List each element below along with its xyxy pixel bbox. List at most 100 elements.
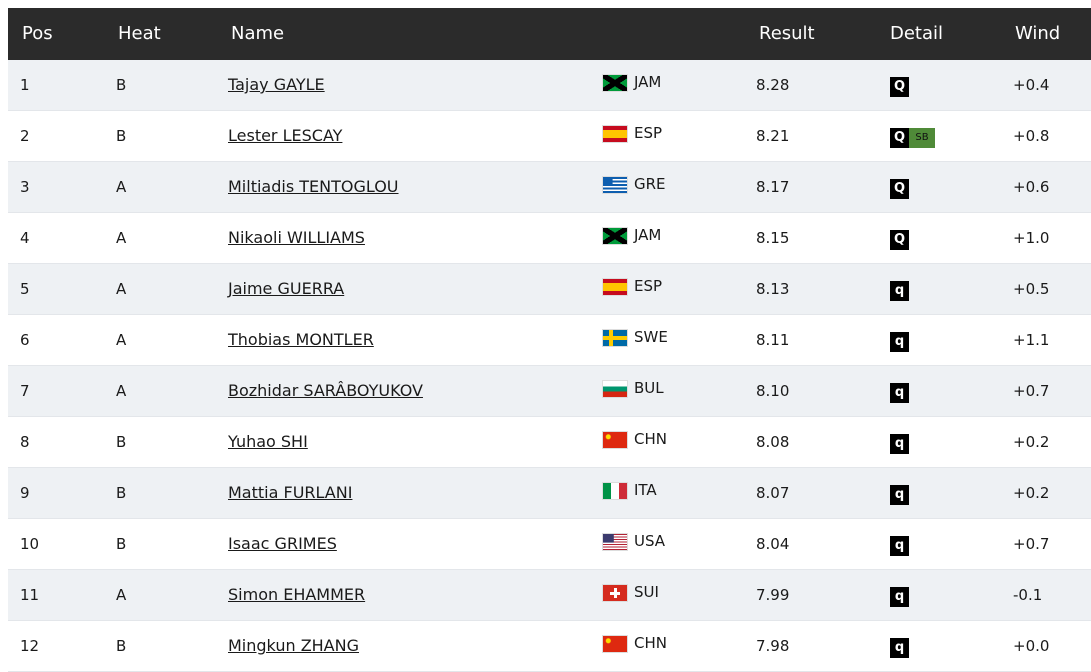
country: CHN bbox=[634, 430, 667, 448]
qualification-badge: Q bbox=[890, 77, 909, 97]
wind: -0.1 bbox=[1013, 586, 1043, 604]
country-flag bbox=[603, 585, 627, 601]
table-row: 10 B Isaac GRIMES USA 8.04 q +0.7 bbox=[8, 519, 1091, 570]
pos: 5 bbox=[20, 280, 30, 298]
heat: A bbox=[116, 586, 127, 604]
athlete-name[interactable]: Thobias MONTLER bbox=[228, 330, 374, 349]
result: 8.10 bbox=[756, 382, 790, 400]
country: GRE bbox=[634, 175, 666, 193]
country-flag bbox=[603, 279, 627, 295]
heat: B bbox=[116, 433, 127, 451]
wind: +0.0 bbox=[1013, 637, 1050, 655]
athlete-name[interactable]: Simon EHAMMER bbox=[228, 585, 366, 604]
country-flag bbox=[603, 75, 627, 91]
table-row: 12 B Mingkun ZHANG CHN 7.98 q +0.0 bbox=[8, 621, 1091, 672]
header-cell: Name bbox=[231, 23, 285, 44]
header-cell: Wind bbox=[1015, 23, 1061, 44]
qualification-badge: SB bbox=[909, 128, 935, 148]
pos: 10 bbox=[20, 535, 40, 553]
result: 8.28 bbox=[756, 76, 790, 94]
athlete-name[interactable]: Mingkun ZHANG bbox=[228, 636, 359, 655]
country-flag bbox=[603, 483, 627, 499]
table-header: Pos Heat Name Result Detail Wind bbox=[8, 8, 1091, 60]
pos: 9 bbox=[20, 484, 30, 502]
table-row: 8 B Yuhao SHI CHN 8.08 q +0.2 bbox=[8, 417, 1091, 468]
result: 8.11 bbox=[756, 331, 790, 349]
pos: 1 bbox=[20, 76, 30, 94]
wind: +0.4 bbox=[1013, 76, 1050, 94]
country-flag bbox=[603, 126, 627, 142]
qualification-badge: q bbox=[890, 638, 909, 658]
heat: B bbox=[116, 535, 127, 553]
pos: 6 bbox=[20, 331, 30, 349]
qualification-badge: q bbox=[890, 281, 909, 301]
athlete-name[interactable]: Nikaoli WILLIAMS bbox=[228, 228, 365, 247]
qualification-badge: q bbox=[890, 485, 909, 505]
country-flag bbox=[603, 534, 627, 550]
result: 8.07 bbox=[756, 484, 790, 502]
country: CHN bbox=[634, 634, 667, 652]
country: ESP bbox=[634, 277, 663, 295]
table-row: 2 B Lester LESCAY ESP 8.21 Q SB +0.8 bbox=[8, 111, 1091, 162]
heat: B bbox=[116, 637, 127, 655]
table-row: 9 B Mattia FURLANI ITA 8.07 q +0.2 bbox=[8, 468, 1091, 519]
pos: 8 bbox=[20, 433, 30, 451]
country: JAM bbox=[634, 73, 662, 91]
header-cell: Detail bbox=[890, 23, 944, 44]
table-row: 1 B Tajay GAYLE JAM 8.28 Q +0.4 bbox=[8, 60, 1091, 111]
athlete-name[interactable]: Tajay GAYLE bbox=[228, 75, 325, 94]
qualification-badge: Q bbox=[890, 128, 909, 148]
heat: A bbox=[116, 280, 127, 298]
athlete-name[interactable]: Lester LESCAY bbox=[228, 126, 343, 145]
qualification-badge: q bbox=[890, 332, 909, 352]
qualification-badge: q bbox=[890, 434, 909, 454]
country: SWE bbox=[634, 328, 668, 346]
wind: +1.1 bbox=[1013, 331, 1050, 349]
qualification-badge: q bbox=[890, 536, 909, 556]
heat: A bbox=[116, 229, 127, 247]
qualification-badge: Q bbox=[890, 230, 909, 250]
result: 8.04 bbox=[756, 535, 790, 553]
result: 8.17 bbox=[756, 178, 790, 196]
heat: A bbox=[116, 178, 127, 196]
wind: +1.0 bbox=[1013, 229, 1050, 247]
country: JAM bbox=[634, 226, 662, 244]
country-flag bbox=[603, 381, 627, 397]
result: 8.15 bbox=[756, 229, 790, 247]
header-cell: Heat bbox=[118, 23, 161, 44]
table-row: 5 A Jaime GUERRA ESP 8.13 q +0.5 bbox=[8, 264, 1091, 315]
wind: +0.8 bbox=[1013, 127, 1050, 145]
country-flag bbox=[603, 330, 627, 346]
pos: 11 bbox=[20, 586, 40, 604]
athlete-name[interactable]: Miltiadis TENTOGLOU bbox=[228, 177, 399, 196]
result: 8.13 bbox=[756, 280, 790, 298]
athlete-name[interactable]: Isaac GRIMES bbox=[228, 534, 337, 553]
result: 7.99 bbox=[756, 586, 790, 604]
country-flag bbox=[603, 177, 627, 193]
wind: +0.5 bbox=[1013, 280, 1050, 298]
country: ITA bbox=[634, 481, 657, 499]
athlete-name[interactable]: Mattia FURLANI bbox=[228, 483, 353, 502]
pos: 3 bbox=[20, 178, 30, 196]
pos: 4 bbox=[20, 229, 30, 247]
table-row: 6 A Thobias MONTLER SWE 8.11 q +1.1 bbox=[8, 315, 1091, 366]
table-row: 11 A Simon EHAMMER SUI 7.99 q -0.1 bbox=[8, 570, 1091, 621]
wind: +0.2 bbox=[1013, 433, 1050, 451]
country: SUI bbox=[634, 583, 659, 601]
result: 7.98 bbox=[756, 637, 790, 655]
table-row: 3 A Miltiadis TENTOGLOU GRE 8.17 Q +0.6 bbox=[8, 162, 1091, 213]
header-cell: Result bbox=[759, 23, 815, 44]
heat: A bbox=[116, 331, 127, 349]
pos: 7 bbox=[20, 382, 30, 400]
athlete-name[interactable]: Yuhao SHI bbox=[228, 432, 308, 451]
athlete-name[interactable]: Bozhidar SARÂBOYUKOV bbox=[228, 381, 423, 400]
result: 8.08 bbox=[756, 433, 790, 451]
heat: B bbox=[116, 484, 127, 502]
athlete-name[interactable]: Jaime GUERRA bbox=[228, 279, 345, 298]
table-row: 4 A Nikaoli WILLIAMS JAM 8.15 Q +1.0 bbox=[8, 213, 1091, 264]
country: ESP bbox=[634, 124, 663, 142]
wind: +0.2 bbox=[1013, 484, 1050, 502]
result: 8.21 bbox=[756, 127, 790, 145]
qualification-badge: q bbox=[890, 587, 909, 607]
